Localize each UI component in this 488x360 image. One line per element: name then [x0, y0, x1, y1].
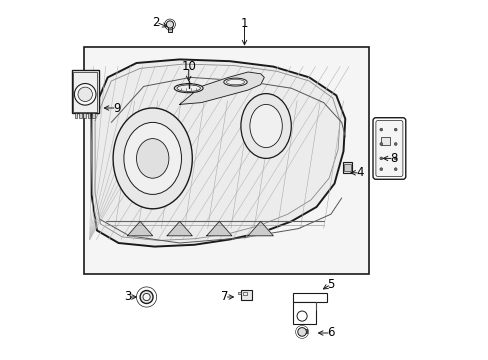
- Bar: [168, 22, 171, 32]
- Bar: [238, 292, 241, 294]
- Text: 3: 3: [123, 291, 131, 303]
- Circle shape: [379, 128, 382, 131]
- Ellipse shape: [224, 78, 247, 86]
- Circle shape: [393, 157, 396, 160]
- Circle shape: [296, 311, 306, 321]
- Bar: [75, 113, 77, 118]
- Circle shape: [393, 143, 396, 145]
- Polygon shape: [91, 59, 345, 247]
- Polygon shape: [167, 221, 192, 236]
- Circle shape: [166, 21, 173, 28]
- Bar: [292, 293, 326, 302]
- Text: 5: 5: [326, 278, 334, 291]
- Ellipse shape: [136, 139, 168, 178]
- Ellipse shape: [113, 108, 192, 209]
- Circle shape: [297, 328, 306, 336]
- Bar: [343, 164, 350, 171]
- Ellipse shape: [123, 122, 181, 194]
- Text: 1: 1: [240, 17, 248, 30]
- Circle shape: [379, 157, 382, 160]
- Bar: [241, 290, 251, 300]
- Text: 10: 10: [181, 60, 196, 73]
- Circle shape: [379, 168, 382, 171]
- Ellipse shape: [177, 85, 200, 91]
- Circle shape: [393, 128, 396, 131]
- Text: 9: 9: [113, 102, 120, 114]
- Bar: [87, 113, 90, 118]
- Text: 4: 4: [355, 166, 363, 179]
- Circle shape: [140, 291, 153, 303]
- FancyBboxPatch shape: [372, 118, 405, 179]
- FancyBboxPatch shape: [375, 121, 402, 176]
- Ellipse shape: [249, 104, 282, 148]
- Bar: [92, 113, 95, 118]
- Bar: [292, 302, 316, 324]
- Bar: [72, 70, 99, 113]
- Text: 6: 6: [326, 327, 334, 339]
- Text: 7: 7: [221, 291, 228, 303]
- Bar: [342, 162, 351, 173]
- Polygon shape: [206, 221, 231, 236]
- Ellipse shape: [226, 79, 244, 85]
- Bar: [73, 72, 97, 112]
- Circle shape: [142, 293, 150, 301]
- Polygon shape: [127, 221, 152, 236]
- Bar: [79, 113, 81, 118]
- Text: 2: 2: [152, 16, 160, 29]
- Circle shape: [393, 168, 396, 171]
- Text: 8: 8: [389, 152, 397, 165]
- Circle shape: [78, 87, 92, 102]
- Circle shape: [74, 84, 96, 105]
- Ellipse shape: [241, 94, 291, 158]
- Bar: [380, 137, 389, 145]
- Bar: [300, 329, 307, 333]
- Circle shape: [379, 143, 382, 145]
- Bar: [243, 292, 247, 295]
- Bar: [83, 113, 86, 118]
- Polygon shape: [179, 72, 264, 104]
- Bar: [84, 47, 368, 274]
- Polygon shape: [247, 221, 273, 236]
- Ellipse shape: [174, 84, 203, 93]
